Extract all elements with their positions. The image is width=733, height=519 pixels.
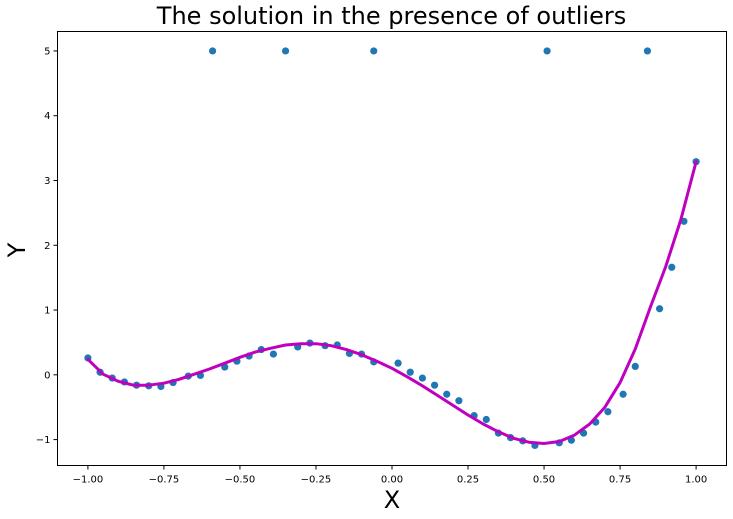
y-tick-label: 0 — [44, 370, 50, 381]
data-point — [619, 390, 627, 398]
y-tick-label: −1 — [36, 435, 51, 446]
x-tick-label: −0.75 — [149, 475, 180, 486]
data-point — [269, 350, 278, 358]
y-axis-label: Y — [3, 242, 31, 258]
y-tick-label: 5 — [44, 46, 50, 57]
data-point — [668, 263, 676, 271]
data-point — [443, 390, 451, 398]
x-tick-label: 0.25 — [457, 475, 479, 486]
data-point — [208, 47, 217, 55]
x-tick-label: 1.00 — [685, 475, 707, 486]
y-tick-label: 1 — [44, 306, 50, 317]
data-point — [604, 408, 612, 416]
chart-title: The solution in the presence of outliers — [156, 2, 627, 30]
data-point — [281, 47, 290, 55]
data-point — [656, 305, 664, 313]
data-point — [543, 47, 551, 55]
data-point — [370, 47, 378, 55]
data-point — [631, 362, 639, 370]
y-tick-label: 2 — [44, 241, 50, 252]
x-tick-label: −0.25 — [301, 475, 332, 486]
y-tick-label: 3 — [44, 176, 50, 187]
x-tick-label: −1.00 — [73, 475, 104, 486]
x-tick-label: 0.75 — [609, 475, 631, 486]
data-point — [430, 381, 439, 389]
x-tick-label: 0.50 — [533, 475, 555, 486]
data-point — [406, 368, 414, 376]
x-axis: −1.00 −0.75 −0.50 −0.25 0.00 0.25 0.50 0.75 1.00 — [73, 465, 707, 486]
x-tick-label: 0.00 — [381, 475, 403, 486]
data-point — [643, 47, 652, 55]
y-axis: −1 0 1 2 3 4 5 — [36, 46, 58, 446]
chart-marks — [84, 47, 700, 450]
data-point — [394, 359, 402, 367]
fit-curve — [86, 160, 698, 445]
plot-frame — [57, 31, 727, 466]
x-axis-label: X — [384, 486, 400, 514]
x-tick-label: −0.50 — [225, 475, 256, 486]
data-point — [455, 397, 463, 405]
y-tick-label: 4 — [44, 111, 50, 122]
data-point — [418, 374, 427, 382]
data-point — [482, 415, 490, 424]
